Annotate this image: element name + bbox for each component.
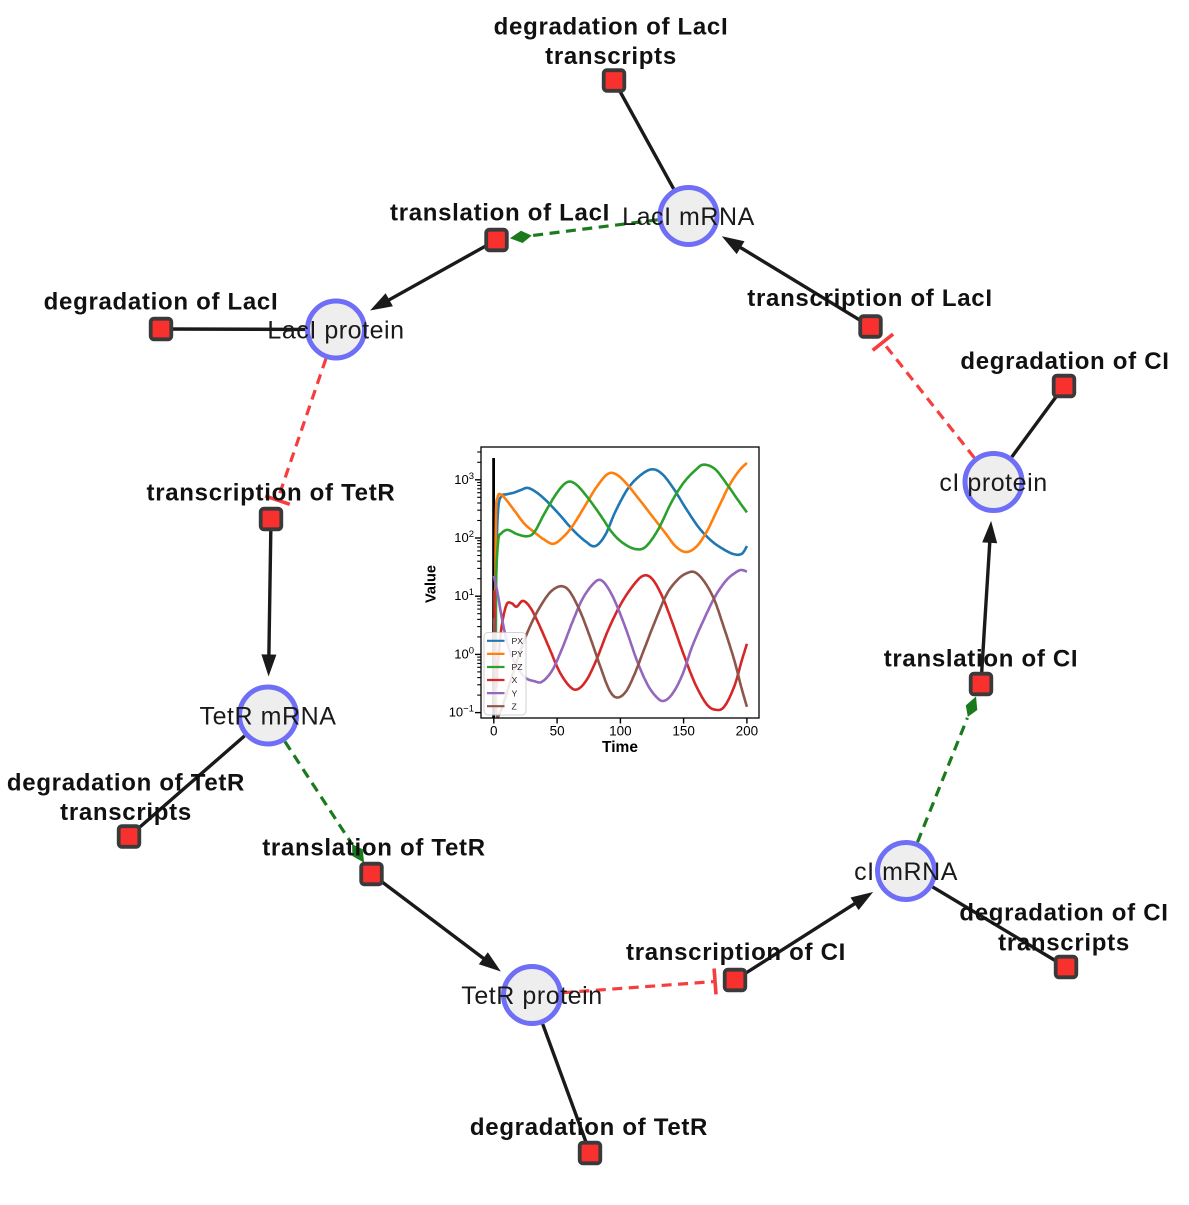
svg-text:transcripts: transcripts	[998, 930, 1130, 957]
svg-text:150: 150	[672, 724, 695, 739]
svg-text:transcription of TetR: transcription of TetR	[147, 480, 396, 507]
svg-text:Value: Value	[424, 565, 440, 603]
svg-text:cI mRNA: cI mRNA	[854, 858, 958, 886]
svg-text:translation of TetR: translation of TetR	[262, 835, 486, 862]
svg-text:transcription of CI: transcription of CI	[626, 939, 846, 966]
svg-text:Time: Time	[602, 739, 638, 756]
svg-text:LacI mRNA: LacI mRNA	[622, 203, 755, 231]
svg-text:TetR protein: TetR protein	[461, 982, 602, 1010]
svg-text:cI protein: cI protein	[939, 469, 1047, 497]
svg-text:transcripts: transcripts	[545, 43, 677, 70]
svg-text:degradation of TetR: degradation of TetR	[470, 1114, 708, 1141]
svg-text:LacI protein: LacI protein	[267, 317, 404, 345]
svg-text:50: 50	[550, 724, 565, 739]
svg-text:degradation of LacI: degradation of LacI	[44, 289, 279, 316]
svg-text:PY: PY	[512, 649, 524, 659]
svg-text:degradation of CI: degradation of CI	[959, 900, 1168, 927]
svg-text:transcripts: transcripts	[60, 799, 192, 826]
svg-text:translation of CI: translation of CI	[884, 646, 1079, 673]
svg-text:PX: PX	[512, 636, 524, 646]
svg-text:PZ: PZ	[512, 662, 524, 672]
svg-text:translation of LacI: translation of LacI	[390, 200, 610, 227]
svg-text:Y: Y	[512, 688, 518, 698]
svg-text:transcription of LacI: transcription of LacI	[747, 285, 992, 312]
svg-text:200: 200	[736, 724, 759, 739]
svg-text:0: 0	[490, 724, 498, 739]
svg-text:Z: Z	[512, 701, 518, 711]
svg-text:degradation of TetR: degradation of TetR	[7, 770, 245, 797]
svg-text:100: 100	[609, 724, 632, 739]
svg-text:degradation of LacI: degradation of LacI	[494, 14, 729, 41]
svg-text:TetR mRNA: TetR mRNA	[200, 703, 337, 731]
svg-text:degradation of CI: degradation of CI	[960, 348, 1169, 375]
svg-text:X: X	[512, 675, 518, 685]
